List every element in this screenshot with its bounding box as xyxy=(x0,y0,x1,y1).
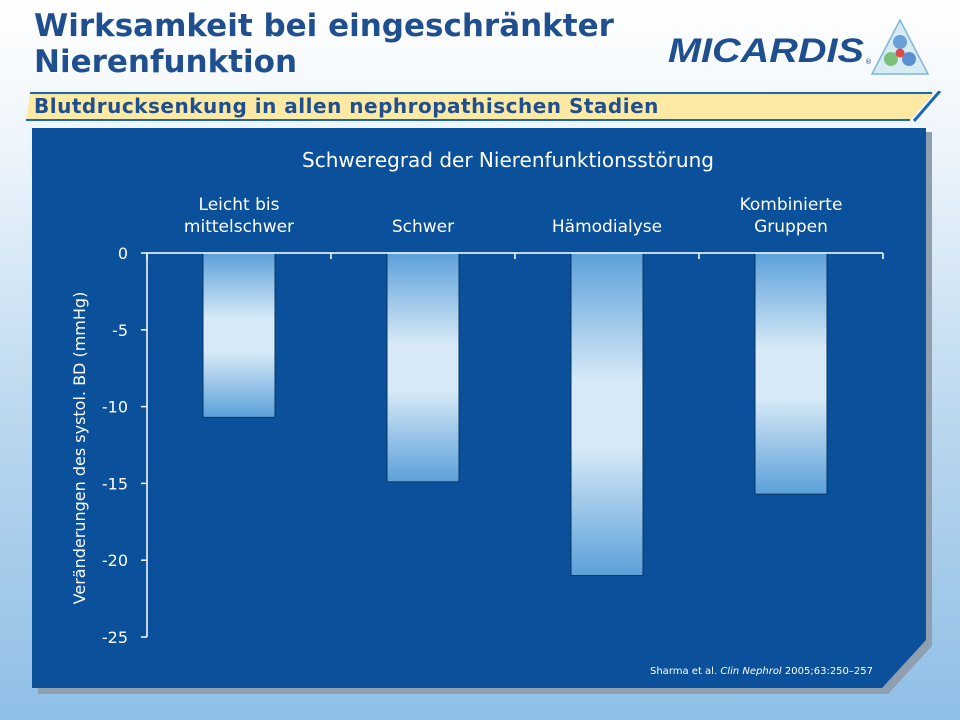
y-tick-label: 0 xyxy=(118,244,128,263)
plot-area: 0 -5 -10 -15 -20 -25 Leicht bis mittelschwer Sch… xyxy=(102,195,884,647)
chart-title: Schweregrad der Nierenfunktionsstörung xyxy=(302,148,714,172)
category-label: Leicht bis mittelschwer xyxy=(184,195,294,237)
slide-subtitle: Blutdrucksenkung in allen nephropathisch… xyxy=(34,94,659,118)
y-tick-label: -25 xyxy=(102,628,128,647)
micardis-logo: MICARDIS ® xyxy=(668,18,930,75)
y-tick-label: -5 xyxy=(112,321,128,340)
citation-author: Sharma et al. xyxy=(650,666,718,677)
citation: Sharma et al. Clin Nephrol 2005;63:250–2… xyxy=(650,666,873,677)
category-label: Kombinierte Gruppen xyxy=(740,195,843,237)
logo-wordmark: MICARDIS xyxy=(668,32,864,70)
bar xyxy=(202,252,276,418)
subtitle-band xyxy=(26,91,942,122)
y-tick-label: -20 xyxy=(102,551,128,570)
bar xyxy=(386,252,460,483)
category-label: Hämodialyse xyxy=(552,217,662,237)
registered-mark: ® xyxy=(865,58,872,66)
category-label: Schwer xyxy=(392,217,454,237)
y-tick-label: -10 xyxy=(102,398,128,417)
triangle-emblem-icon xyxy=(870,18,930,75)
citation-journal: Clin Nephrol xyxy=(720,666,782,677)
slide-title: Wirksamkeit bei eingeschränkter Nierenfu… xyxy=(34,8,614,80)
bar xyxy=(754,252,828,495)
y-tick-label: -15 xyxy=(102,474,128,493)
citation-details: 2005;63:250–257 xyxy=(784,666,873,677)
bar xyxy=(570,252,644,577)
y-axis-label: Veränderungen des systol. BD (mmHg) xyxy=(70,292,89,605)
